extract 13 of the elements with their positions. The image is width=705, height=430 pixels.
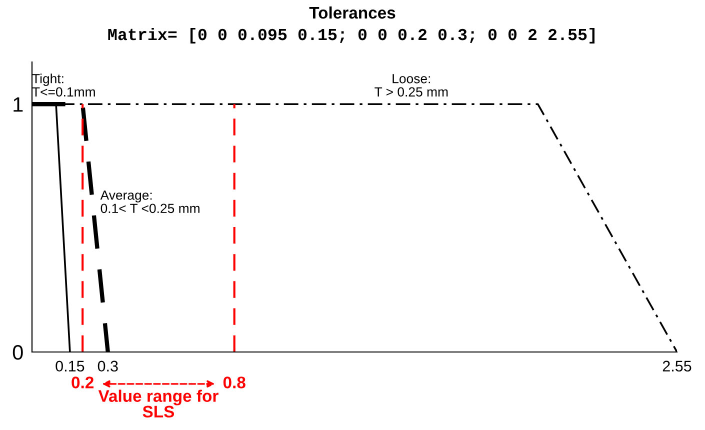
series-label: Average: 0.1< T <0.25 mm [100, 190, 200, 214]
chart-subtitle: Matrix= [0 0 0.095 0.15; 0 0 0.2 0.3; 0 0 2 2.55] [108, 28, 594, 44]
text: Value range for SLS [98, 390, 218, 418]
x-tick-label: 0.15 [56, 360, 84, 372]
ref-line-label: 0.8 [223, 376, 246, 388]
chart-title: Tolerances [309, 6, 396, 19]
x-tick-label: 2.55 [662, 360, 692, 372]
series-label: Tight: T<=0.1mm [32, 74, 95, 97]
ref-line-label: 0.2 [72, 376, 94, 388]
y-tick-label: 1 [14, 97, 23, 112]
x-tick-label: 0.3 [98, 360, 118, 372]
y-tick-label: 0 [12, 345, 23, 360]
series-label: Loose: T > 0.25 mm [374, 74, 448, 97]
